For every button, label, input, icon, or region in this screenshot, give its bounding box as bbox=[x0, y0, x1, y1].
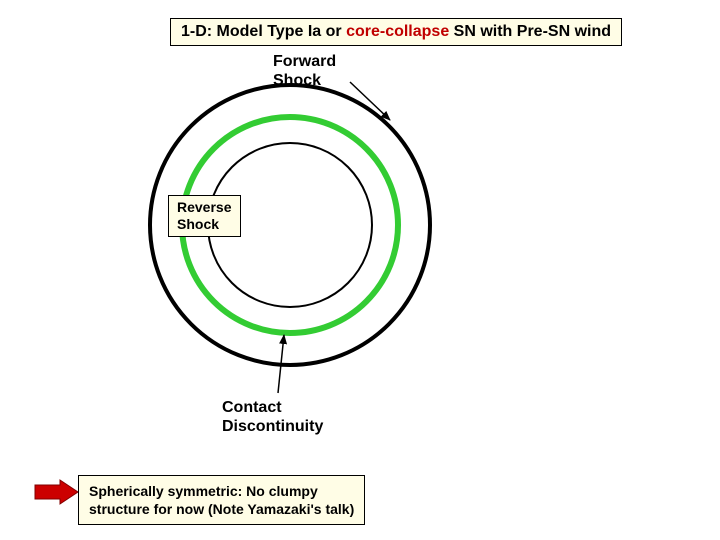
forward-shock-label: Forward Shock bbox=[273, 52, 336, 90]
reverse-shock-label: Reverse Shock bbox=[168, 195, 241, 237]
shock-diagram bbox=[0, 0, 720, 540]
note-line2: structure for now (Note Yamazaki's talk) bbox=[89, 501, 354, 517]
contact-label-line1: Contact bbox=[222, 399, 282, 416]
reverse-label-line2: Shock bbox=[177, 216, 219, 232]
note-box: Spherically symmetric: No clumpy structu… bbox=[78, 475, 365, 525]
reverse-label-line1: Reverse bbox=[177, 199, 232, 215]
note-pointer-arrow bbox=[35, 480, 78, 504]
note-line1: Spherically symmetric: No clumpy bbox=[89, 483, 318, 499]
forward-label-line2: Shock bbox=[273, 72, 321, 89]
contact-label: Contact Discontinuity bbox=[222, 398, 323, 436]
contact-label-line2: Discontinuity bbox=[222, 418, 323, 435]
forward-label-line1: Forward bbox=[273, 53, 336, 70]
